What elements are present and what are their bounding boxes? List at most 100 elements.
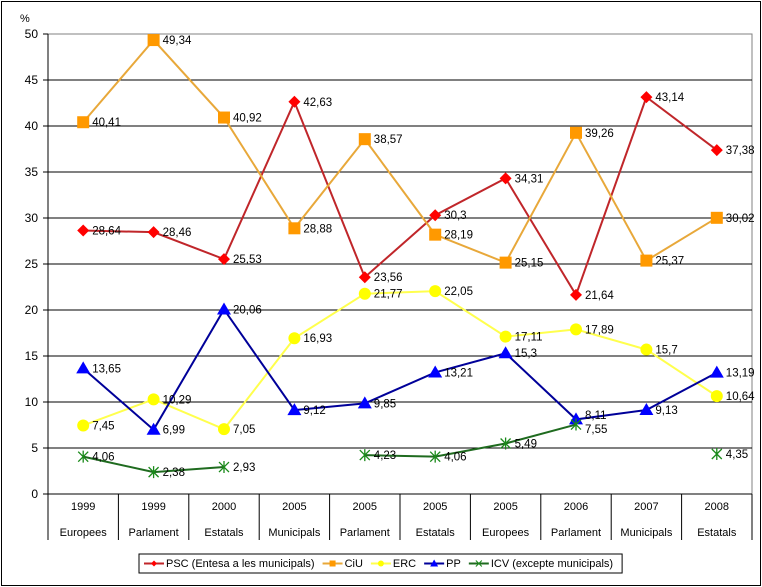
data-point-marker [498, 346, 513, 359]
legend-marker-icon [329, 560, 336, 567]
data-label: 40,41 [92, 117, 121, 129]
legend-label: ICV (excepte municipals) [491, 558, 613, 570]
y-tick-label: 40 [25, 119, 39, 133]
category-type: Municipals [268, 527, 320, 539]
data-point-marker [357, 396, 372, 409]
data-point-marker [358, 271, 371, 284]
data-point-marker [711, 447, 723, 460]
data-point-marker [710, 390, 723, 403]
data-point-marker [218, 423, 230, 436]
data-point-marker [218, 253, 230, 266]
legend-marker-icon [151, 560, 157, 567]
data-label: 6,99 [163, 425, 185, 437]
data-label: 21,64 [585, 290, 614, 302]
data-point-marker [710, 144, 723, 157]
data-point-marker [358, 287, 371, 300]
data-point-marker [429, 450, 441, 463]
data-point-marker [359, 449, 371, 462]
y-tick-label: 10 [25, 395, 39, 409]
data-label: 17,11 [515, 332, 543, 344]
data-point-marker [640, 91, 653, 104]
data-label: 5,49 [515, 438, 537, 450]
data-label: 13,21 [444, 367, 473, 379]
data-label: 21,77 [374, 289, 403, 301]
data-label: 9,13 [655, 405, 677, 417]
data-point-marker [570, 288, 582, 301]
data-point-marker [148, 466, 160, 479]
data-label: 25,37 [655, 256, 684, 268]
data-point-marker [499, 330, 512, 343]
category-type: Estatals [697, 527, 737, 539]
data-label: 4,06 [92, 452, 114, 464]
data-label: 28,46 [163, 227, 192, 239]
category-type: Europees [482, 527, 530, 539]
category-year: 2005 [493, 501, 517, 513]
data-label: 30,02 [726, 213, 755, 225]
y-tick-label: 35 [25, 165, 39, 179]
data-point-marker [77, 450, 89, 463]
series-line-1 [82, 38, 718, 264]
y-tick-label: 50 [25, 27, 39, 41]
category-year: 1999 [71, 501, 95, 513]
legend-marker-icon [475, 560, 483, 567]
category-type: Europees [60, 527, 108, 539]
data-label: 7,45 [92, 420, 114, 432]
data-point-marker [147, 393, 160, 406]
data-point-marker [77, 224, 90, 237]
data-point-marker [640, 343, 653, 356]
data-label: 39,26 [585, 128, 614, 140]
data-point-marker [218, 461, 230, 474]
data-point-marker [76, 361, 91, 374]
legend-label: PSC (Entesa a les municipals) [166, 558, 315, 570]
category-type: Parlament [129, 527, 179, 539]
data-point-marker [217, 302, 231, 315]
data-label: 25,53 [233, 254, 262, 266]
data-point-marker [709, 365, 724, 378]
data-label: 16,93 [303, 333, 332, 345]
category-year: 2005 [282, 501, 306, 513]
data-point-marker [710, 211, 723, 224]
data-label: 9,85 [374, 398, 396, 410]
data-label: 38,57 [374, 134, 403, 146]
data-point-marker [358, 133, 371, 146]
data-label: 34,31 [515, 173, 544, 185]
series-line-3 [82, 307, 718, 432]
data-label: 15,7 [655, 345, 677, 357]
data-label: 40,92 [233, 113, 262, 125]
data-label: 23,56 [374, 272, 403, 284]
data-point-marker [288, 95, 301, 108]
series-line-2 [82, 290, 718, 431]
data-label: 10,29 [163, 394, 192, 406]
category-year: 2008 [705, 501, 729, 513]
data-point-marker [77, 419, 90, 432]
data-point-marker [146, 422, 161, 435]
data-label: 25,15 [515, 258, 544, 270]
data-label: 49,34 [163, 35, 192, 47]
data-label: 7,05 [233, 424, 255, 436]
data-point-marker [570, 126, 582, 139]
category-year: 2007 [634, 501, 658, 513]
legend-label: PP [446, 558, 461, 570]
data-label: 43,14 [655, 92, 684, 104]
data-label: 2,93 [233, 462, 255, 474]
category-type: Municipals [620, 527, 672, 539]
y-tick-label: 45 [25, 73, 39, 87]
y-tick-label: 20 [25, 303, 39, 317]
legend-marker-icon [377, 560, 384, 567]
legend-label: CiU [345, 558, 363, 570]
category-year: 2006 [564, 501, 588, 513]
y-tick-label: 30 [25, 211, 39, 225]
data-label: 4,35 [726, 449, 748, 461]
data-label: 20,06 [233, 304, 262, 316]
data-point-marker [499, 256, 512, 269]
data-label: 8,11 [585, 410, 607, 422]
data-label: 2,38 [163, 467, 185, 479]
data-label: 13,19 [726, 368, 755, 380]
category-year: 2000 [212, 501, 236, 513]
y-tick-label: 15 [25, 349, 39, 363]
data-point-marker [287, 403, 302, 416]
category-year: 1999 [141, 501, 165, 513]
data-point-marker [288, 222, 301, 235]
